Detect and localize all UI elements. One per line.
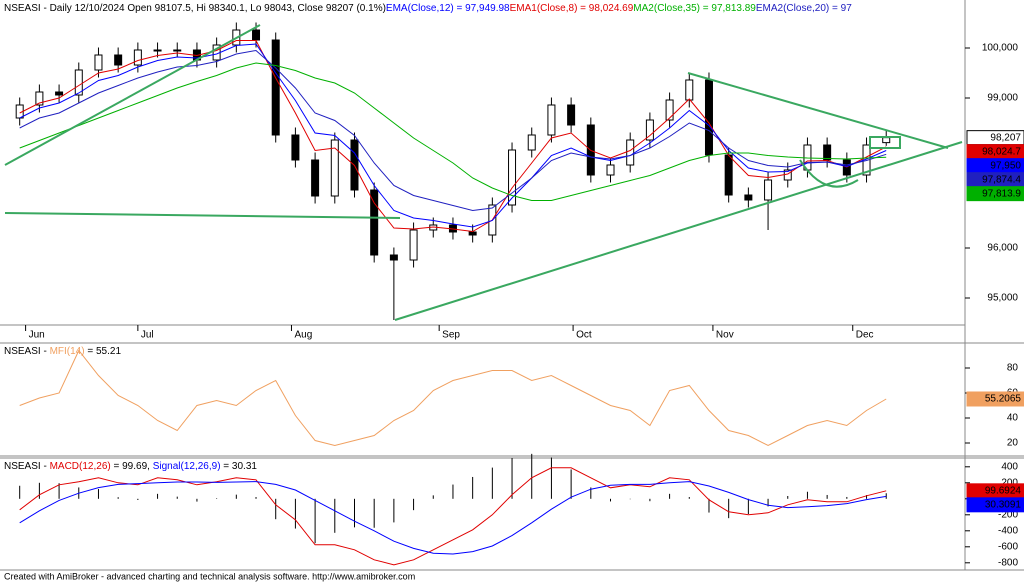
candle-body — [173, 49, 182, 52]
candle-body — [567, 104, 576, 126]
candle-body — [55, 91, 64, 96]
value-label-box — [966, 186, 1024, 202]
candle-body — [527, 134, 536, 151]
header-part: MFI(14) — [50, 346, 85, 357]
y-tick-label: 96,000 — [987, 243, 1018, 254]
header-part: EMA2(Close,20) = 97 — [756, 3, 852, 14]
header-part: EMA(Close,12) = 97,949.98 — [386, 3, 510, 14]
y-tick-label: -800 — [998, 557, 1018, 568]
candle-body — [606, 164, 615, 176]
candle-body — [764, 179, 773, 201]
candle-body — [685, 79, 694, 101]
header-part: MA2(Close,35) = 97,813.89 — [633, 3, 756, 14]
y-tick-label: 40 — [1007, 413, 1019, 424]
series-line — [19, 467, 887, 566]
y-tick-label: 80 — [1007, 363, 1019, 374]
candle-body — [409, 229, 418, 261]
x-tick-label: Sep — [442, 330, 460, 341]
header-part: = 99.69, — [111, 461, 153, 472]
candle-body — [744, 194, 753, 201]
series-line — [19, 481, 887, 555]
candle-body — [724, 154, 733, 196]
x-tick-label: Oct — [576, 330, 592, 341]
header-part: EMA1(Close,8) = 98,024.69 — [510, 3, 634, 14]
x-tick-label: Aug — [294, 330, 312, 341]
pane-header: NSEASI - MFI(14) = 55.21 — [4, 346, 121, 357]
candle-body — [153, 49, 162, 52]
trendlines — [4, 24, 963, 321]
y-tick-label: 95,000 — [987, 293, 1018, 304]
footer: Created with AmiBroker - advanced charti… — [4, 571, 415, 581]
y-tick-label: 200 — [1001, 477, 1018, 488]
trendline — [394, 141, 963, 321]
pane-header: NSEASI - Daily 12/10/2024 Open 98107.5, … — [4, 3, 852, 14]
candle-body — [370, 189, 379, 256]
x-tick-label: Nov — [716, 330, 734, 341]
value-label: 97,874.4 — [982, 174, 1021, 185]
value-label: 30.3091 — [985, 499, 1022, 510]
trendline — [687, 72, 949, 149]
value-label: 55.2065 — [985, 394, 1022, 405]
candle-body — [704, 79, 713, 156]
value-label: 97,813.9 — [982, 188, 1021, 199]
candle-body — [74, 69, 83, 96]
series-line — [19, 43, 887, 228]
header-part: = 30.31 — [221, 461, 258, 472]
series-line — [19, 40, 887, 233]
candle-body — [330, 139, 339, 197]
trendline — [4, 212, 401, 219]
header-part: MACD(12,26) — [50, 461, 111, 472]
plot-area — [15, 22, 970, 566]
labels: NSEASI - Daily 12/10/2024 Open 98107.5, … — [4, 3, 1024, 568]
y-tick-label: 20 — [1007, 438, 1019, 449]
y-tick-label: -600 — [998, 541, 1018, 552]
x-tick-label: Jun — [29, 330, 45, 341]
candle-body — [271, 39, 280, 136]
trendline — [4, 24, 261, 166]
value-label: 98,024.7 — [982, 146, 1021, 157]
header-part: = 55.21 — [85, 346, 122, 357]
candle-body — [133, 49, 142, 66]
highlight-arc — [799, 159, 859, 188]
candle-body — [823, 144, 832, 161]
x-tick-label: Jul — [141, 330, 154, 341]
candle-body — [508, 149, 517, 206]
candle-body — [35, 91, 44, 106]
header-part: NSEASI - Daily 12/10/2024 Open 98107.5, … — [4, 3, 386, 14]
value-label-box — [966, 391, 1024, 407]
series-line — [19, 49, 887, 212]
x-tick-label: Dec — [856, 330, 874, 341]
candle-body — [626, 139, 635, 166]
candle-body — [665, 99, 674, 121]
y-tick-label: 400 — [1001, 461, 1018, 472]
candle-body — [645, 119, 654, 141]
value-label: 97,950 — [990, 160, 1021, 171]
candle-body — [291, 134, 300, 161]
candle-body — [311, 159, 320, 197]
candle-body — [252, 29, 261, 41]
value-label: 99.6924 — [985, 485, 1022, 496]
value-label: 98,207 — [990, 132, 1021, 143]
candle-body — [114, 54, 123, 66]
header-part: NSEASI - — [4, 346, 50, 357]
y-tick-label: 99,000 — [987, 93, 1018, 104]
y-tick-label: 100,000 — [982, 43, 1019, 54]
series-line — [19, 349, 887, 447]
value-label-box — [966, 497, 1024, 513]
header-part: NSEASI - — [4, 461, 50, 472]
candle-body — [547, 104, 556, 136]
y-tick-label: -400 — [998, 525, 1018, 536]
series-line — [19, 62, 887, 201]
highlight-box — [869, 136, 901, 149]
pane-header: NSEASI - MACD(12,26) = 99.69, Signal(12,… — [4, 461, 257, 472]
candle-body — [94, 54, 103, 71]
candle-body — [468, 231, 477, 236]
header-part: Signal(12,26,9) — [153, 461, 221, 472]
candle-body — [389, 254, 398, 261]
y-tick-label: -200 — [998, 509, 1018, 520]
candle-body — [882, 137, 891, 144]
